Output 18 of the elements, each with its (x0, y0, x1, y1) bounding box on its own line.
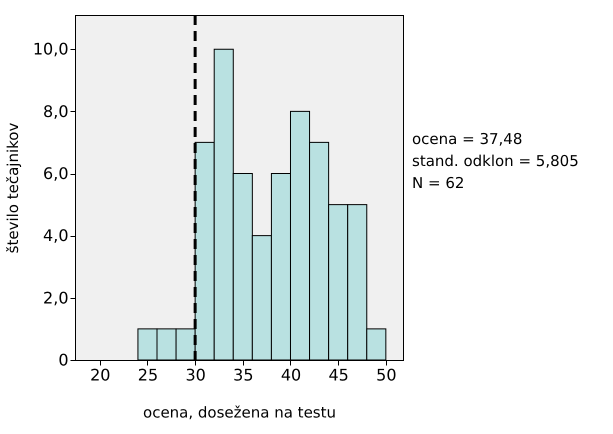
y-tick-label: 0 (58, 350, 68, 370)
y-tick-label: 8,0 (43, 102, 68, 121)
y-tick-label: 10,0 (32, 40, 68, 59)
x-tick-label: 20 (90, 366, 110, 384)
x-tick-label: 30 (185, 366, 206, 384)
y-tick-label: 2,0 (43, 288, 68, 308)
y-axis-title: število tečajnikov (4, 122, 22, 254)
x-tick-label: 40 (280, 366, 302, 384)
x-tick-label: 25 (138, 366, 158, 384)
x-tick-label: 35 (233, 366, 254, 384)
text: ocena = 37,48 (412, 129, 524, 150)
y-tick-label: 4,0 (43, 226, 68, 246)
text: stand. odklon = 5,805 (412, 151, 579, 172)
y-tick-label: 6,0 (43, 164, 68, 184)
x-tick-label: 45 (328, 366, 349, 384)
x-axis-title: ocena, dosežena na testu (143, 404, 336, 422)
text: N = 62 (412, 173, 466, 194)
x-tick-label: 50 (376, 366, 397, 384)
